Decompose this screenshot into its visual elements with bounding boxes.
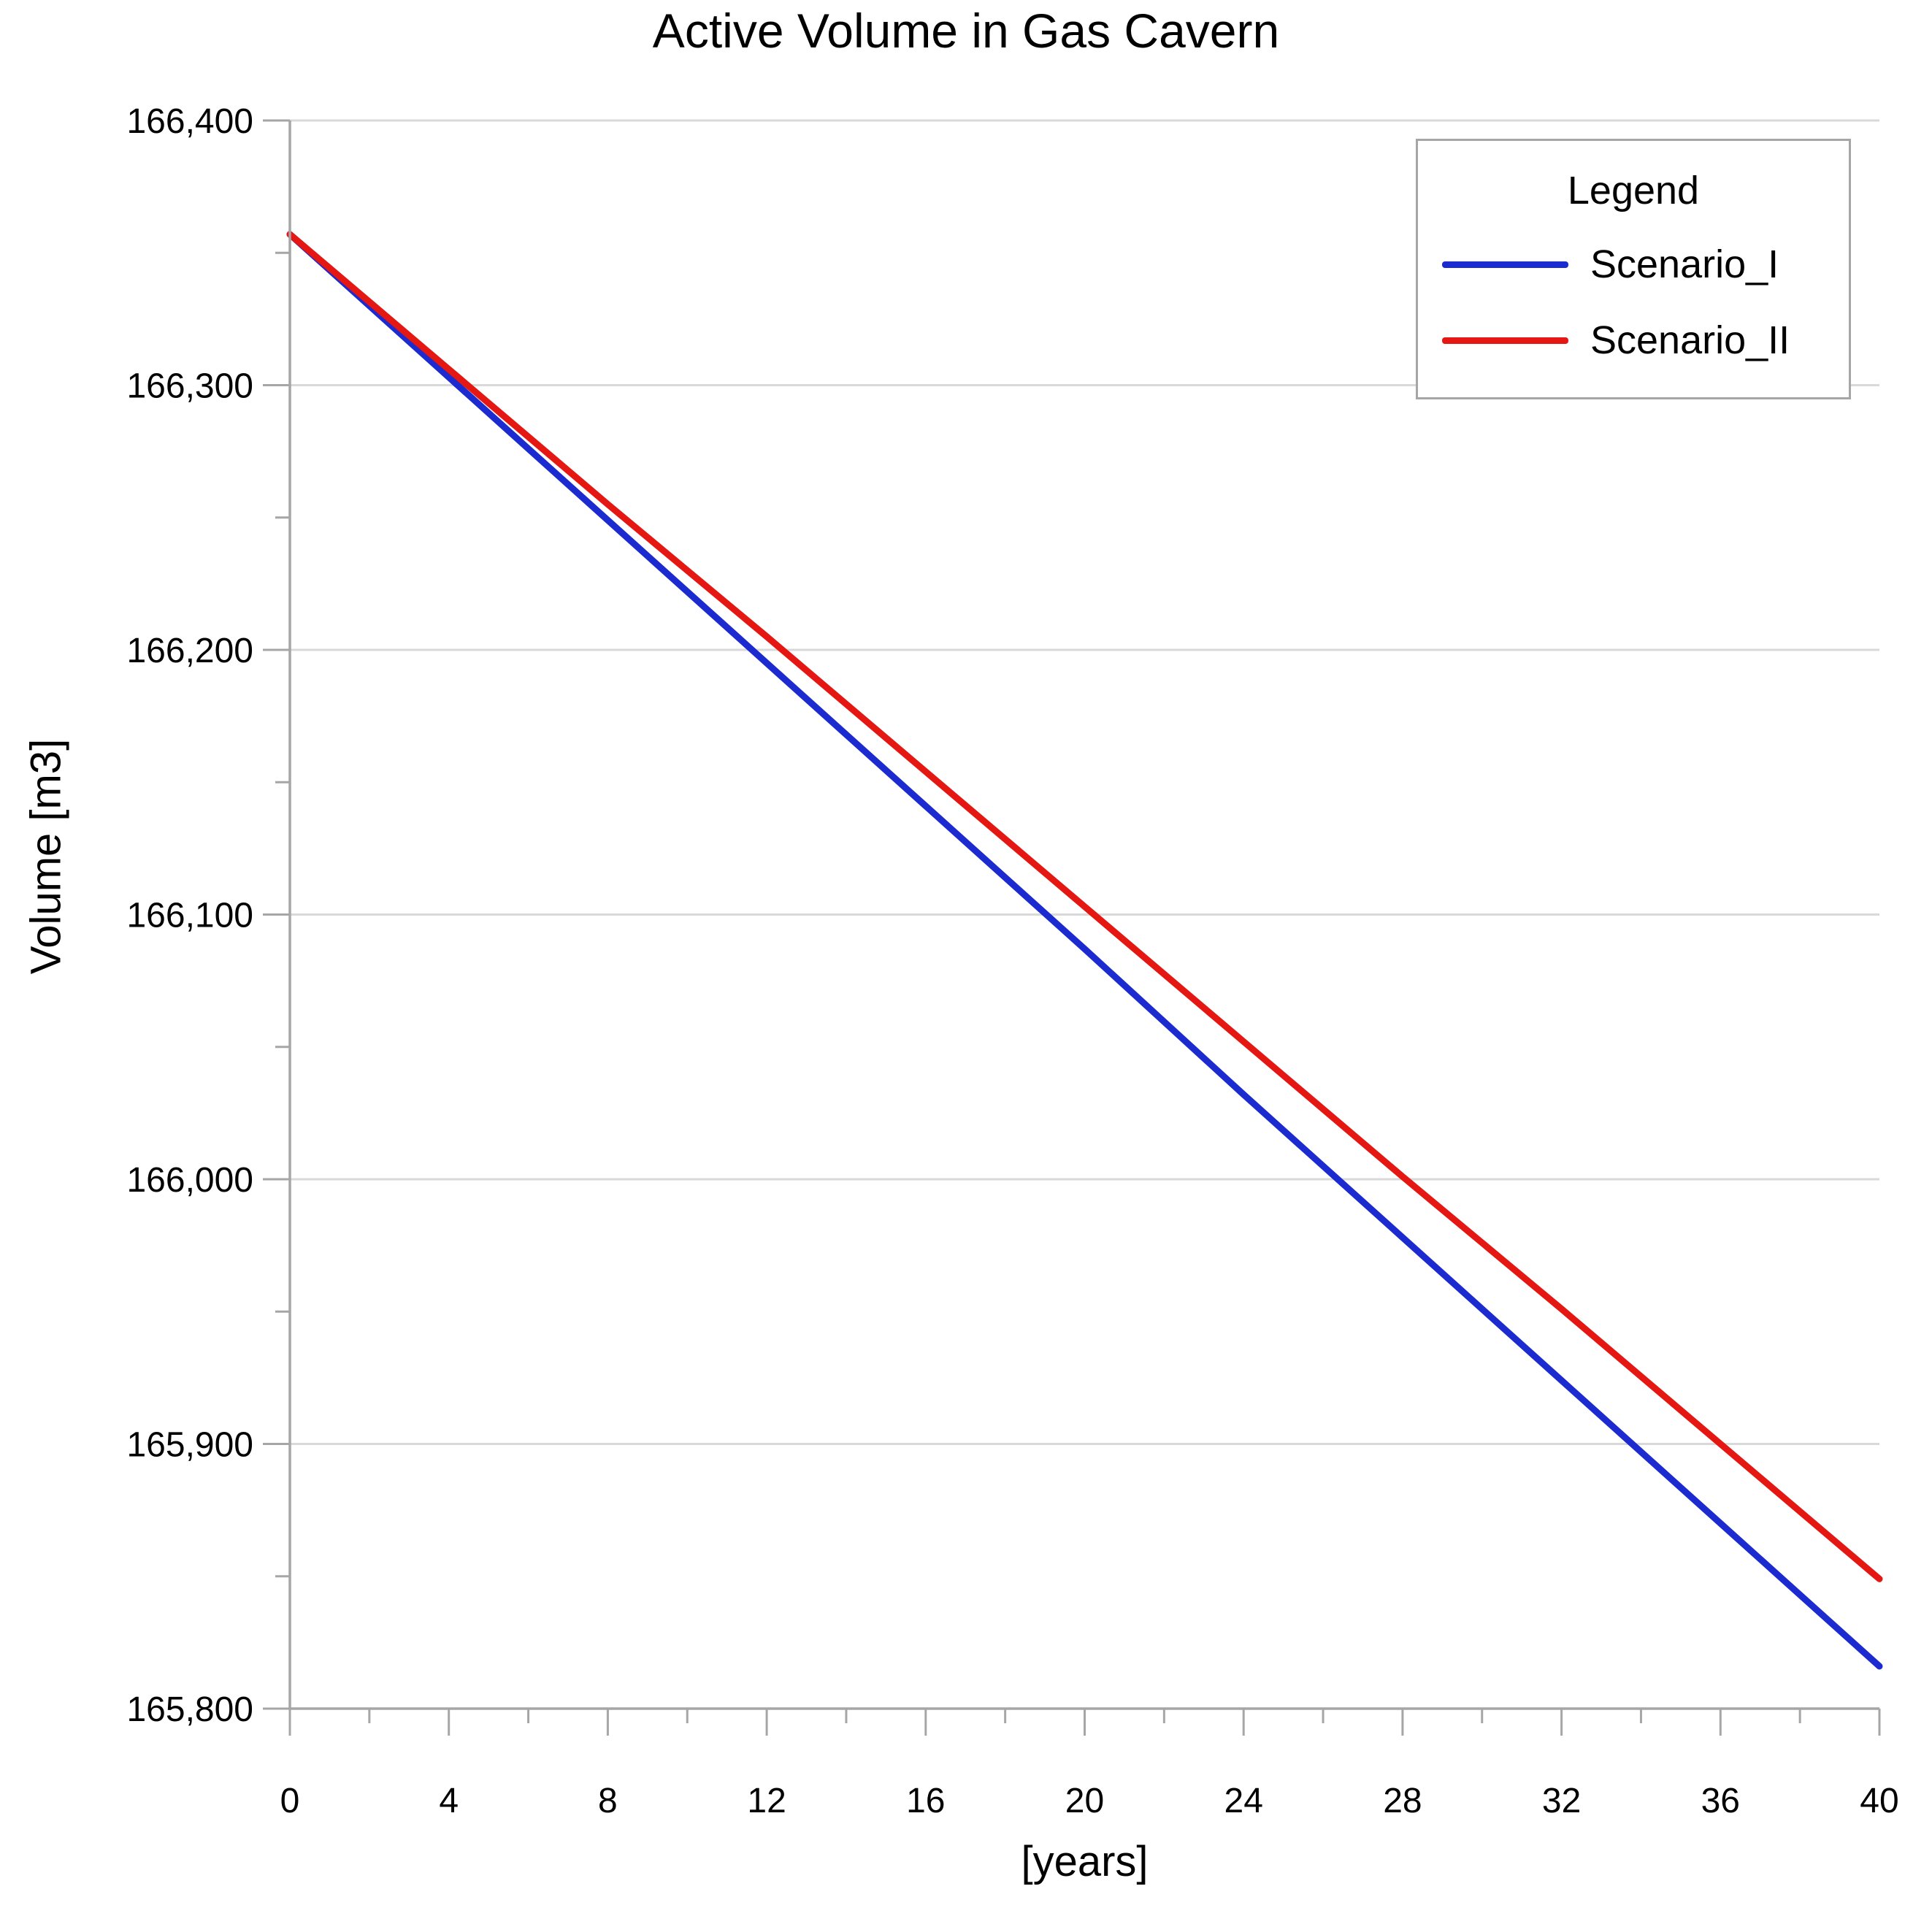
tick-labels: 0 4 8 12 16 20 24 28 32 36 40 165,800 165,900 166,000… [126, 102, 1898, 1820]
legend-line-sample-scenario-i [1442, 261, 1568, 268]
y-tick-label: 166,000 [126, 1161, 253, 1200]
x-tick-label: 8 [598, 1782, 618, 1820]
x-axis-title: [years] [1021, 1838, 1149, 1885]
legend-label-scenario-ii: Scenario_II [1590, 318, 1790, 362]
legend-entry-scenario-i: Scenario_I [1418, 239, 1849, 290]
x-tick-label: 4 [439, 1782, 459, 1820]
data-series [286, 231, 1883, 1670]
y-tick-label: 166,100 [126, 897, 253, 935]
axis-ticks [263, 119, 1881, 1736]
y-tick-label: 165,900 [126, 1426, 253, 1465]
y-tick-label: 166,300 [126, 367, 253, 406]
x-tick-label: 40 [1860, 1782, 1898, 1820]
x-tick-label: 0 [280, 1782, 300, 1820]
gridlines [290, 119, 1879, 1445]
x-tick-label: 24 [1224, 1782, 1263, 1820]
series-line-scenario_ii [286, 231, 1883, 1582]
legend-label-scenario-i: Scenario_I [1590, 242, 1779, 286]
x-tick-label: 36 [1701, 1782, 1740, 1820]
x-tick-label: 28 [1383, 1782, 1422, 1820]
y-tick-label: 166,200 [126, 632, 253, 670]
series-line-scenario_i [286, 231, 1883, 1670]
x-tick-label: 16 [906, 1782, 945, 1820]
y-tick-label: 165,800 [126, 1690, 253, 1729]
legend-entry-scenario-ii: Scenario_II [1418, 315, 1849, 366]
legend-line-sample-scenario-ii [1442, 337, 1568, 344]
x-tick-label: 20 [1065, 1782, 1104, 1820]
legend-title: Legend [1567, 169, 1700, 212]
y-tick-label: 166,400 [126, 102, 253, 141]
legend: Legend Scenario_I Scenario_II [1416, 139, 1851, 399]
x-tick-label: 32 [1542, 1782, 1581, 1820]
chart-title: Active Volume in Gas Cavern [652, 4, 1280, 58]
x-tick-label: 12 [747, 1782, 786, 1820]
